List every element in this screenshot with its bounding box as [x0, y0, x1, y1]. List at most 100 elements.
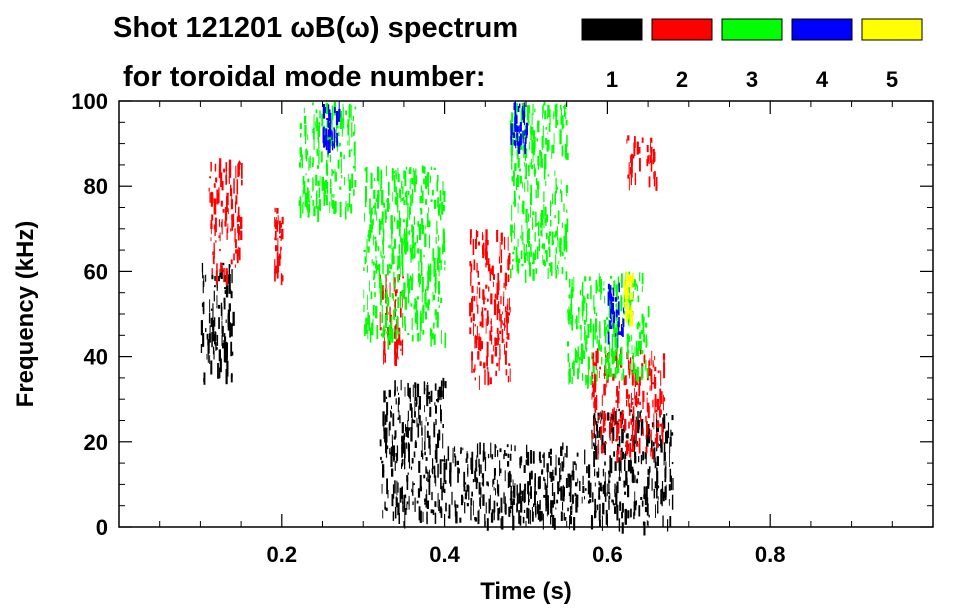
spectrum-point	[407, 472, 409, 475]
spectrum-point	[629, 275, 633, 280]
spectrum-point	[213, 183, 216, 188]
spectrum-point	[430, 390, 433, 402]
spectrum-point	[582, 313, 584, 322]
spectrum-point	[424, 502, 427, 505]
spectrum-point	[340, 111, 342, 124]
spectrum-point	[454, 504, 457, 517]
spectrum-point	[630, 306, 633, 313]
spectrum-point	[511, 176, 514, 182]
spectrum-point	[333, 194, 335, 198]
spectrum-point	[372, 218, 374, 226]
spectrum-point	[439, 190, 442, 202]
spectrum-point	[368, 315, 370, 331]
spectrum-point	[379, 293, 382, 306]
spectrum-point	[371, 259, 373, 264]
spectrum-point	[210, 224, 212, 235]
spectrum-point	[628, 162, 630, 177]
spectrum-point	[565, 103, 567, 110]
spectrum-point	[343, 154, 345, 160]
spectrum-point	[401, 198, 404, 201]
spectrum-point	[507, 311, 509, 324]
spectrum-point	[440, 259, 442, 270]
spectrum-point	[394, 283, 396, 291]
spectrum-point	[628, 335, 631, 342]
spectrum-point	[647, 424, 650, 437]
spectrum-point	[637, 420, 640, 427]
spectrum-point	[516, 133, 519, 146]
spectrum-point	[620, 296, 623, 312]
spectrum-point	[425, 225, 427, 230]
spectrum-point	[423, 178, 425, 185]
spectrum-point	[435, 443, 438, 450]
spectrum-point	[584, 488, 587, 491]
mode-3-region-13	[567, 271, 650, 389]
spectrum-point	[218, 235, 220, 238]
spectrum-point	[508, 253, 511, 265]
spectrum-point	[316, 190, 318, 205]
spectrum-point	[388, 270, 391, 274]
spectrum-point	[208, 333, 211, 343]
spectrum-point	[503, 338, 505, 343]
spectrum-point	[457, 469, 459, 483]
spectrum-point	[213, 350, 215, 360]
spectrum-point	[410, 194, 412, 207]
spectrum-point	[526, 105, 529, 121]
spectrum-point	[616, 341, 618, 352]
spectrum-point	[347, 119, 350, 136]
spectrum-point	[207, 339, 210, 346]
spectrum-point	[575, 315, 578, 330]
spectrum-point	[596, 368, 598, 375]
spectrum-point	[648, 514, 650, 518]
spectrum-point	[659, 444, 661, 447]
spectrum-point	[331, 105, 334, 121]
spectrum-point	[397, 401, 399, 413]
spectrum-point	[428, 220, 431, 228]
spectrum-point	[602, 420, 605, 434]
spectrum-point	[569, 368, 571, 383]
spectrum-point	[429, 175, 431, 183]
spectrum-point	[534, 108, 536, 113]
spectrum-point	[614, 506, 617, 514]
spectrum-point	[598, 370, 600, 379]
spectrum-point	[643, 355, 646, 362]
spectrum-point	[313, 137, 315, 150]
spectrum-point	[512, 230, 514, 233]
spectrum-point	[509, 368, 511, 382]
spectrum-point	[413, 253, 416, 259]
spectrum-point	[632, 398, 634, 401]
spectrum-point	[634, 422, 638, 433]
spectrum-point	[402, 276, 404, 279]
spectrum-point	[495, 370, 497, 377]
spectrum-point	[590, 376, 593, 385]
spectrum-point	[609, 416, 612, 425]
spectrum-point	[631, 372, 634, 386]
spectrum-point	[225, 319, 227, 323]
spectrum-point	[407, 273, 409, 288]
spectrum-point	[392, 441, 393, 456]
spectrum-point	[633, 142, 636, 157]
spectrum-point	[416, 318, 419, 331]
spectrum-point	[378, 279, 381, 288]
spectrum-point	[274, 269, 276, 282]
spectrum-point	[504, 350, 507, 365]
spectrum-point	[664, 452, 666, 462]
spectrum-point	[305, 192, 308, 208]
spectrum-point	[422, 304, 425, 314]
spectrum-point	[493, 274, 495, 280]
spectrum-point	[395, 398, 397, 405]
spectrum-point	[427, 471, 429, 482]
spectrum-point	[589, 499, 592, 503]
spectrum-point	[487, 453, 490, 459]
spectrum-point	[614, 411, 617, 425]
spectrum-point	[516, 484, 518, 496]
spectrum-point	[301, 154, 303, 169]
spectrum-point	[495, 488, 496, 496]
spectrum-point	[630, 418, 633, 425]
spectrum-point	[228, 159, 232, 175]
spectrum-point	[230, 323, 233, 337]
spectrum-point	[471, 351, 473, 361]
spectrum-point	[456, 504, 459, 508]
spectrum-point	[543, 162, 546, 174]
spectrum-point	[342, 118, 343, 134]
spectrum-point	[434, 283, 437, 287]
